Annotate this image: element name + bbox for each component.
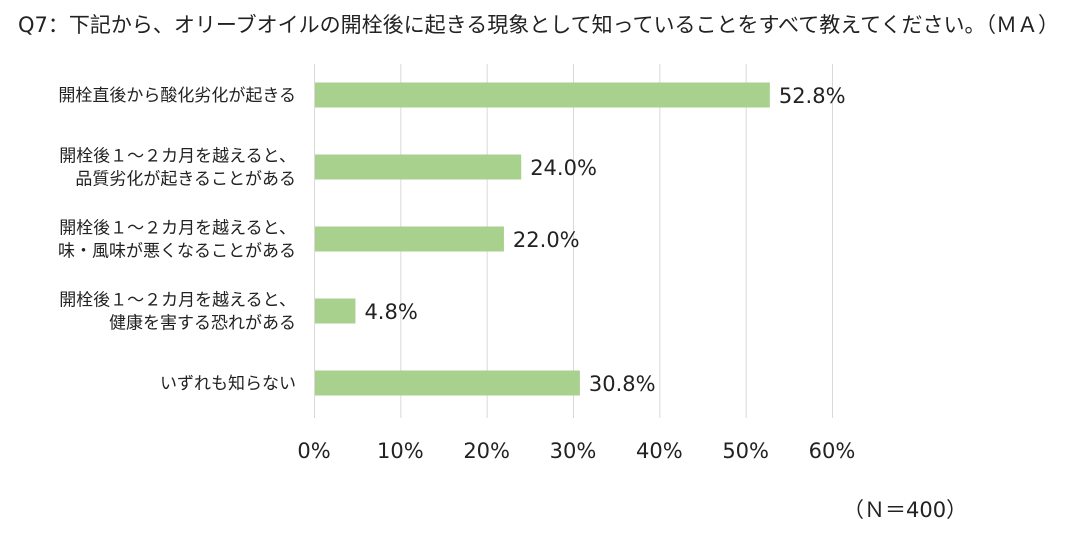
category-labels: 開栓直後から酸化劣化が起きる開栓後１～２カ月を越えると、品質劣化が起きることがあ… — [58, 86, 296, 394]
value-label: 30.8% — [589, 372, 656, 396]
category-label: 味・風味が悪くなることがある — [58, 242, 296, 262]
x-axis-tick-labels: 0% 10% 20% 30% 40% 50% 60% — [297, 439, 855, 463]
bar — [315, 226, 504, 252]
category-label: 開栓後１～２カ月を越えると、 — [59, 219, 296, 239]
category-label: 健康を害する恐れがある — [109, 314, 296, 334]
bar — [315, 82, 770, 108]
bar — [315, 154, 522, 180]
bars — [315, 82, 770, 396]
category-label: いずれも知らない — [160, 374, 296, 394]
bar-chart: 52.8% 24.0% 22.0% 4.8% 30.8% 開栓直後から酸化劣化が起きる開… — [58, 64, 855, 463]
x-tick-label: 20% — [463, 439, 510, 463]
x-tick-label: 50% — [722, 439, 769, 463]
value-label: 22.0% — [513, 228, 580, 252]
x-tick-label: 60% — [809, 439, 856, 463]
x-tick-label: 0% — [297, 439, 330, 463]
category-label: 品質劣化が起きることがある — [75, 170, 296, 190]
bar — [315, 370, 580, 396]
x-tick-label: 10% — [377, 439, 424, 463]
category-label: 開栓直後から酸化劣化が起きる — [58, 86, 296, 106]
category-label: 開栓後１～２カ月を越えると、 — [59, 291, 296, 311]
sample-size-note: （Ｎ＝400） — [843, 498, 968, 522]
category-label: 開栓後１～２カ月を越えると、 — [59, 147, 296, 167]
value-labels: 52.8% 24.0% 22.0% 4.8% 30.8% — [364, 84, 845, 396]
x-tick-label: 40% — [636, 439, 683, 463]
bar — [315, 298, 356, 324]
value-label: 4.8% — [364, 300, 417, 324]
value-label: 52.8% — [779, 84, 846, 108]
value-label: 24.0% — [530, 156, 597, 180]
x-tick-label: 30% — [550, 439, 597, 463]
chart-title: Q7：下記から、オリーブオイルの開栓後に起きる現象として知っていることをすべて教… — [18, 13, 1060, 37]
